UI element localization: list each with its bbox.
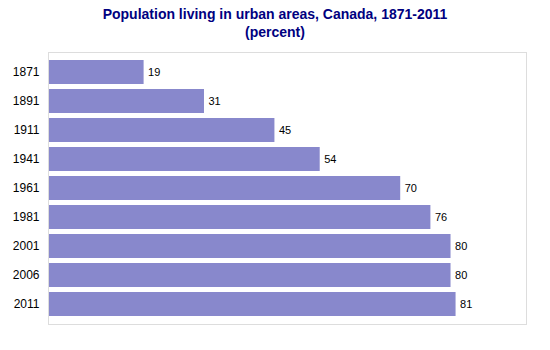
svg-text:1891: 1891 [13,94,40,108]
svg-text:45: 45 [279,124,291,136]
svg-text:2001: 2001 [13,239,40,253]
svg-text:81: 81 [460,298,472,310]
svg-text:1911: 1911 [14,123,40,137]
svg-text:2011: 2011 [14,297,40,311]
svg-text:76: 76 [435,211,447,223]
svg-text:1941: 1941 [13,152,40,166]
svg-text:31: 31 [208,95,220,107]
svg-text:1871: 1871 [13,65,40,79]
svg-text:19: 19 [148,66,160,78]
html-text:(percent): (percent) [245,24,305,40]
svg-text:70: 70 [405,182,417,194]
svg-text:1981: 1981 [13,210,40,224]
html-text:Population living in urban are: Population living in urban areas, Canada… [102,6,448,22]
svg-text:1961: 1961 [13,181,40,195]
svg-text:2006: 2006 [13,268,40,282]
svg-text:54: 54 [324,153,336,165]
svg-text:80: 80 [455,269,467,281]
svg-text:80: 80 [455,240,467,252]
